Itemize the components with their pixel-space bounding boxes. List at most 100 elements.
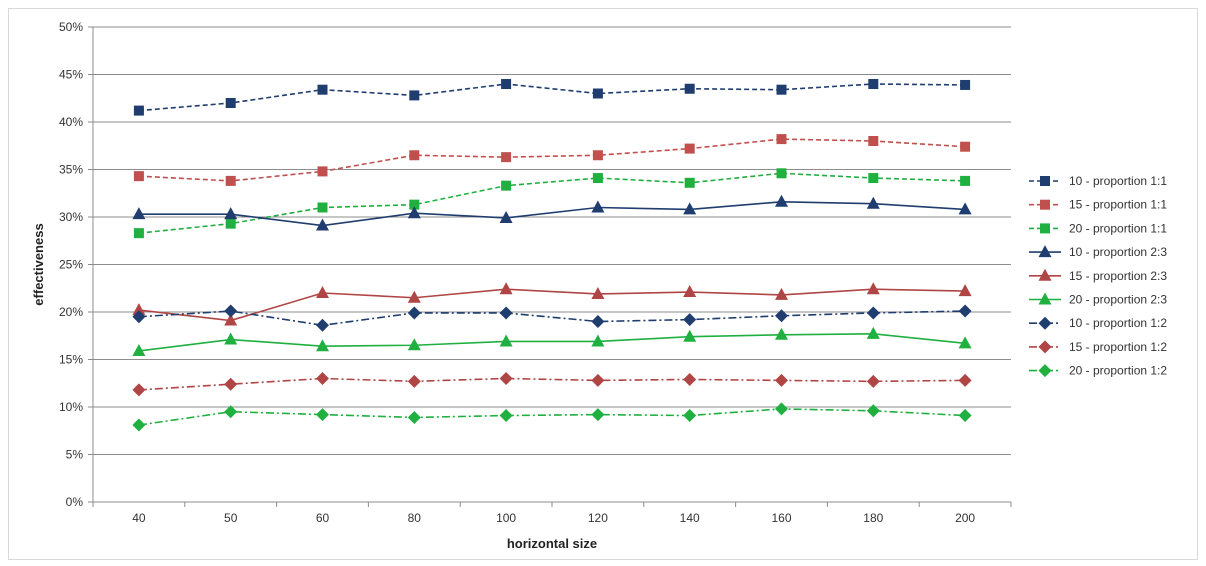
legend-swatch-marker <box>1038 268 1052 281</box>
data-point-marker <box>499 282 513 295</box>
legend-swatch-marker <box>1038 245 1052 258</box>
data-point-marker <box>591 334 605 347</box>
legend-label: 10 - proportion 1:1 <box>1069 174 1167 188</box>
data-point-marker <box>592 150 603 161</box>
data-point-marker <box>958 304 972 318</box>
legend-label: 15 - proportion 1:1 <box>1069 198 1167 212</box>
y-tick-label: 45% <box>59 68 83 82</box>
legend: 10 - proportion 1:1 15 - proportion 1:1 20… <box>1029 174 1167 378</box>
x-tick-label: 60 <box>316 511 330 525</box>
y-tick-label: 30% <box>59 210 83 224</box>
x-tick-label: 160 <box>771 511 791 525</box>
data-point-marker <box>132 310 146 324</box>
data-point-marker <box>224 313 238 326</box>
data-point-marker <box>866 196 880 209</box>
data-point-marker <box>958 284 972 297</box>
y-tick-label: 5% <box>66 448 84 462</box>
legend-label: 20 - proportion 2:3 <box>1069 293 1167 307</box>
data-point-marker <box>316 339 329 352</box>
data-point-marker <box>501 79 512 89</box>
data-point-marker <box>409 90 420 101</box>
data-point-marker <box>407 338 421 351</box>
data-point-marker <box>683 409 697 423</box>
data-point-marker <box>683 329 697 342</box>
data-point-marker <box>132 343 146 356</box>
data-point-marker <box>592 173 603 184</box>
data-point-marker <box>776 84 787 95</box>
data-point-marker <box>591 286 605 299</box>
y-tick-label: 20% <box>59 305 83 319</box>
data-point-marker <box>132 303 146 316</box>
data-point-marker <box>591 373 605 387</box>
data-point-marker <box>866 326 880 339</box>
legend-entry: 10 - proportion 1:2 <box>1029 316 1167 330</box>
data-point-marker <box>224 405 238 419</box>
data-point-marker <box>499 372 513 385</box>
data-point-marker <box>775 287 788 300</box>
data-point-marker <box>317 202 328 213</box>
x-tick-label: 120 <box>588 511 608 525</box>
data-point-marker <box>958 409 972 423</box>
data-point-marker <box>316 218 329 231</box>
data-point-marker <box>225 175 236 186</box>
data-point-marker <box>133 105 144 116</box>
data-point-marker <box>132 418 146 432</box>
y-tick-label: 40% <box>59 115 83 129</box>
data-point-marker <box>316 372 329 385</box>
series-line <box>138 172 966 234</box>
y-tick-label: 15% <box>59 353 83 367</box>
data-point-marker <box>683 372 697 386</box>
data-point-marker <box>683 285 697 298</box>
series-7 <box>132 304 972 332</box>
y-tick-label: 35% <box>59 163 83 177</box>
data-point-marker <box>960 175 971 186</box>
x-tick-label: 40 <box>132 511 146 525</box>
data-point-marker <box>317 84 328 95</box>
data-point-marker <box>225 98 236 108</box>
legend-label: 10 - proportion 1:2 <box>1069 316 1167 330</box>
data-point-marker <box>776 168 787 179</box>
y-tick-label: 25% <box>59 258 83 272</box>
data-point-marker <box>501 180 512 191</box>
legend-entry: 15 - proportion 1:2 <box>1029 340 1167 354</box>
data-point-marker <box>499 334 513 347</box>
legend-entry: 20 - proportion 1:2 <box>1029 364 1167 378</box>
data-point-marker <box>407 374 421 388</box>
x-tick-label: 200 <box>955 511 975 525</box>
legend-entry: 15 - proportion 1:1 <box>1029 198 1167 212</box>
data-point-marker <box>132 383 146 397</box>
legend-label: 10 - proportion 2:3 <box>1069 245 1167 259</box>
data-point-marker <box>591 408 605 422</box>
y-tick-label: 50% <box>59 20 83 34</box>
x-axis-title: horizontal size <box>507 536 597 551</box>
data-point-marker <box>224 377 238 391</box>
series-6 <box>132 326 972 356</box>
chart-frame: 0% 5% 10% 15% 20% 25% 30% 35% 40% 45% 50% 40 50 60 80 1… <box>8 8 1198 560</box>
data-point-marker <box>409 150 420 161</box>
data-point-marker <box>866 306 880 320</box>
data-point-marker <box>960 141 971 152</box>
legend-swatch-marker <box>1040 176 1050 186</box>
data-point-marker <box>958 336 972 349</box>
x-tick-label: 80 <box>408 511 422 525</box>
series-line <box>138 83 966 112</box>
data-point-marker <box>683 313 697 327</box>
legend-entry: 10 - proportion 1:1 <box>1029 174 1167 188</box>
data-point-marker <box>316 286 329 298</box>
series-5 <box>132 282 972 326</box>
legend-swatch-marker <box>1038 316 1052 330</box>
data-point-marker <box>684 177 695 188</box>
data-point-marker <box>316 318 329 332</box>
legend-swatch-marker <box>1040 199 1050 210</box>
data-point-marker <box>775 309 788 323</box>
data-point-marker <box>958 202 972 215</box>
data-point-marker <box>683 202 697 215</box>
data-point-marker <box>499 210 513 223</box>
data-point-marker <box>775 327 788 340</box>
data-point-marker <box>775 373 788 387</box>
data-point-marker <box>501 152 512 163</box>
legend-swatch-marker <box>1038 340 1052 354</box>
legend-label: 15 - proportion 2:3 <box>1069 269 1167 283</box>
series-2 <box>133 134 971 186</box>
data-point-marker <box>868 79 879 89</box>
